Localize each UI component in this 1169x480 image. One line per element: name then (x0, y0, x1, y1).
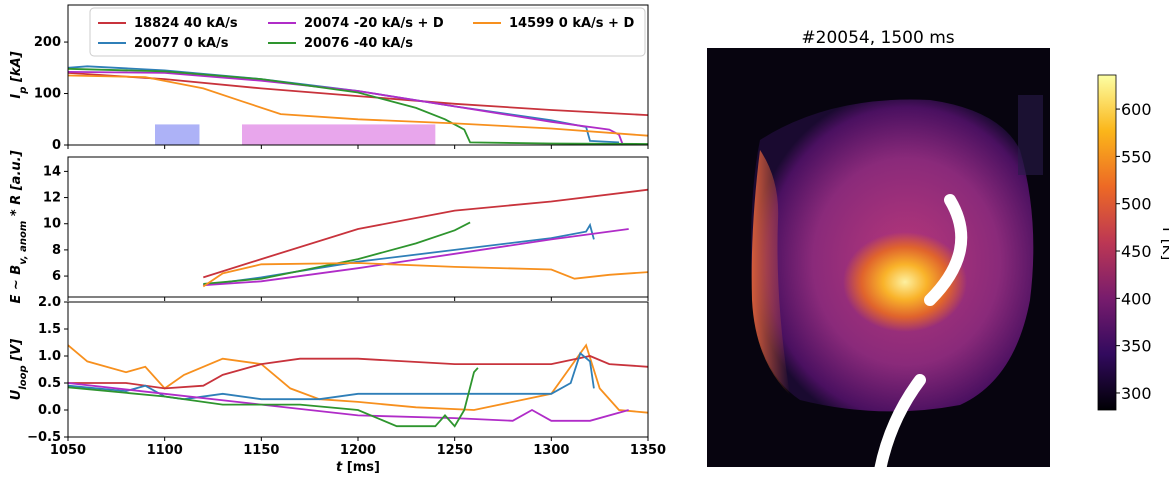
y-tick-label: 200 (34, 35, 61, 50)
series-line (67, 74, 649, 137)
y-tick-label: 12 (43, 191, 61, 206)
x-tick-label: 1100 (147, 443, 183, 458)
label-part: [V] (9, 339, 24, 366)
label-part: [kA] (9, 51, 24, 86)
x-tick-label: 1150 (243, 443, 279, 458)
legend-label: 20074 -20 kA/s + D (304, 16, 444, 31)
y-axis-label: Ip [kA] (9, 51, 29, 98)
decorative-strokes (874, 0, 1166, 476)
series-line (67, 67, 649, 145)
colorbar (1097, 74, 1117, 411)
series-line (67, 382, 629, 422)
legend-label: 20076 -40 kA/s (304, 36, 413, 51)
x-axis-label: t [ms] (336, 460, 380, 475)
y-tick-label: 1.5 (38, 322, 61, 337)
colorbar-tick-label: 500 (1121, 195, 1152, 214)
series-line (203, 228, 629, 287)
x-tick-label: 1300 (533, 443, 569, 458)
colorbar-tick-label: 300 (1121, 384, 1152, 403)
label-part: loop (18, 365, 29, 389)
colorbar-tick-label: 550 (1121, 147, 1152, 166)
series-line (203, 222, 595, 287)
y-tick-label: 6 (52, 269, 61, 284)
label-part: v, anom (18, 221, 29, 265)
x-tick-label: 1200 (340, 443, 376, 458)
plot-frame (67, 301, 649, 438)
thermal-image (707, 48, 1050, 467)
y-tick-label: 0.0 (38, 403, 61, 418)
x-tick-label: 1050 (50, 443, 86, 458)
y-tick-label: 10 (43, 217, 61, 232)
series-line (202, 262, 649, 288)
label-part: U (9, 389, 24, 400)
y-tick-label: 14 (43, 164, 61, 179)
highlight-span (242, 124, 436, 145)
series-line (67, 351, 595, 401)
highlight-span (155, 124, 200, 145)
label-part: [ms] (342, 460, 380, 475)
legend-label: 20077 0 kA/s (134, 36, 229, 51)
colorbar-label: T [K] (1159, 224, 1169, 260)
series-line (67, 367, 479, 428)
colorbar-tick-label: 400 (1121, 289, 1152, 308)
colorbar-tick-label: 600 (1121, 100, 1152, 119)
label-part: t (336, 460, 343, 475)
series-line (67, 72, 649, 116)
legend-label: 18824 40 kA/s (134, 16, 238, 31)
series-line (68, 355, 649, 390)
y-axis-label: E ∼ Bv, anom * R [a.u.] (9, 150, 29, 303)
x-tick-label: 1350 (630, 443, 666, 458)
series-line (67, 343, 649, 414)
colorbar-tick-label: 350 (1121, 337, 1152, 356)
label-part: E ∼ B (9, 265, 24, 304)
series-line (203, 188, 649, 279)
legend: 18824 40 kA/s 20077 0 kA/s 20074 -20 kA/s … (89, 7, 646, 57)
y-tick-label: 100 (34, 87, 61, 102)
legend-box (89, 7, 646, 57)
image-title: #20054, 1500 ms (801, 28, 954, 48)
y-tick-label: 8 (52, 243, 61, 258)
y-tick-label: 0.5 (38, 376, 61, 391)
label-part: p (18, 87, 29, 95)
label-part: I (9, 94, 24, 99)
series-line (203, 221, 471, 285)
label-part: * R [a.u.] (9, 150, 24, 220)
plot-frame (67, 156, 649, 298)
y-tick-label: 1.0 (38, 349, 61, 364)
y-tick-label: −0.5 (27, 430, 61, 445)
y-tick-label: 2.0 (38, 295, 61, 310)
colorbar-tick-label: 450 (1121, 242, 1152, 261)
legend-label: 14599 0 kA/s + D (509, 16, 634, 31)
y-tick-label: 0 (52, 138, 61, 153)
y-axis-label: Uloop [V] (9, 339, 29, 400)
x-tick-label: 1250 (437, 443, 473, 458)
